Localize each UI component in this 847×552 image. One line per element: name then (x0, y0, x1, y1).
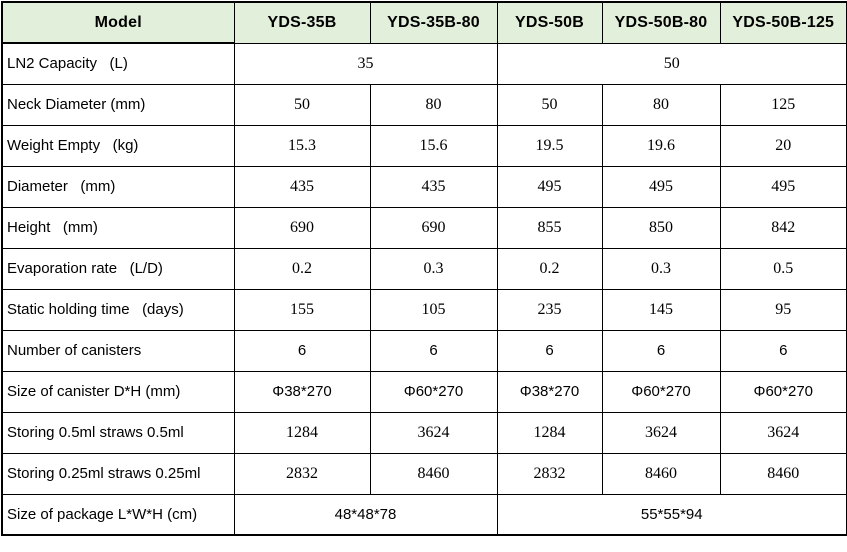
header-cell-yds-50b-125: YDS-50B-125 (719, 1, 847, 44)
value-cell: 145 (601, 288, 721, 331)
value-cell: 80 (601, 83, 721, 126)
table-row: Evaporation rate (L/D) 0.2 0.3 0.2 0.3 0.5 (1, 247, 847, 290)
row-label: Static holding time (days) (1, 288, 235, 331)
header-cell-yds-50b-80: YDS-50B-80 (601, 1, 721, 44)
spec-table: Model YDS-35B YDS-35B-80 YDS-50B YDS-50B-80 Y… (1, 1, 847, 536)
value-cell: 690 (369, 206, 498, 249)
value-cell: Φ38*270 (233, 370, 371, 413)
value-cell: 855 (496, 206, 603, 249)
row-label: Storing 0.5ml straws 0.5ml (1, 411, 235, 454)
value-cell: 435 (369, 165, 498, 208)
value-cell: 3624 (719, 411, 847, 454)
value-cell: 125 (719, 83, 847, 126)
value-cell: 495 (601, 165, 721, 208)
value-cell: 0.3 (601, 247, 721, 290)
header-row: Model YDS-35B YDS-35B-80 YDS-50B YDS-50B-80 Y… (1, 1, 847, 44)
value-cell: 95 (719, 288, 847, 331)
value-cell: Φ38*270 (496, 370, 603, 413)
table-row: Storing 0.25ml straws 0.25ml 2832 8460 2832… (1, 452, 847, 495)
row-label: Neck Diameter (mm) (1, 83, 235, 126)
table-body: LN2 Capacity (L) 35 50 Neck Diameter (mm) 50… (1, 42, 847, 536)
value-cell: 20 (719, 124, 847, 167)
row-label: Diameter (mm) (1, 165, 235, 208)
value-cell: 50 (496, 42, 847, 85)
value-cell: 2832 (496, 452, 603, 495)
value-cell: 435 (233, 165, 371, 208)
value-cell: 3624 (369, 411, 498, 454)
row-label: Height (mm) (1, 206, 235, 249)
value-cell: 8460 (369, 452, 498, 495)
row-label: Size of canister D*H (mm) (1, 370, 235, 413)
table-row: Size of canister D*H (mm) Φ38*270 Φ60*270 Φ… (1, 370, 847, 413)
value-cell: Φ60*270 (369, 370, 498, 413)
value-cell: 8460 (601, 452, 721, 495)
value-cell: 0.3 (369, 247, 498, 290)
table-row: Weight Empty (kg) 15.3 15.6 19.5 19.6 20 (1, 124, 847, 167)
value-cell: 842 (719, 206, 847, 249)
row-label: Number of canisters (1, 329, 235, 372)
value-cell: 105 (369, 288, 498, 331)
value-cell: Φ60*270 (601, 370, 721, 413)
value-cell: 0.5 (719, 247, 847, 290)
value-cell: 235 (496, 288, 603, 331)
row-label: Storing 0.25ml straws 0.25ml (1, 452, 235, 495)
value-cell: 15.6 (369, 124, 498, 167)
table-row: Size of package L*W*H (cm) 48*48*78 55*55*… (1, 493, 847, 536)
value-cell: Φ60*270 (719, 370, 847, 413)
header-cell-yds-35b-80: YDS-35B-80 (369, 1, 498, 44)
row-label: Size of package L*W*H (cm) (1, 493, 235, 536)
table-row: Neck Diameter (mm) 50 80 50 80 125 (1, 83, 847, 126)
value-cell: 1284 (233, 411, 371, 454)
row-label: Evaporation rate (L/D) (1, 247, 235, 290)
value-cell: 80 (369, 83, 498, 126)
value-cell: 2832 (233, 452, 371, 495)
header-cell-yds-50b: YDS-50B (496, 1, 603, 44)
row-label: Weight Empty (kg) (1, 124, 235, 167)
value-cell: 495 (496, 165, 603, 208)
value-cell: 48*48*78 (233, 493, 498, 536)
value-cell: 50 (233, 83, 371, 126)
value-cell: 1284 (496, 411, 603, 454)
value-cell: 0.2 (233, 247, 371, 290)
table-row: Height (mm) 690 690 855 850 842 (1, 206, 847, 249)
value-cell: 6 (601, 329, 721, 372)
table-row: Static holding time (days) 155 105 235 145 95 (1, 288, 847, 331)
value-cell: 19.5 (496, 124, 603, 167)
value-cell: 6 (233, 329, 371, 372)
value-cell: 35 (233, 42, 498, 85)
value-cell: 6 (496, 329, 603, 372)
table-row: Number of canisters 6 6 6 6 6 (1, 329, 847, 372)
value-cell: 690 (233, 206, 371, 249)
value-cell: 3624 (601, 411, 721, 454)
value-cell: 50 (496, 83, 603, 126)
value-cell: 19.6 (601, 124, 721, 167)
value-cell: 850 (601, 206, 721, 249)
value-cell: 8460 (719, 452, 847, 495)
header-cell-model: Model (1, 1, 235, 44)
table-row: LN2 Capacity (L) 35 50 (1, 42, 847, 85)
value-cell: 6 (719, 329, 847, 372)
value-cell: 155 (233, 288, 371, 331)
value-cell: 6 (369, 329, 498, 372)
value-cell: 55*55*94 (496, 493, 847, 536)
value-cell: 15.3 (233, 124, 371, 167)
row-label: LN2 Capacity (L) (1, 42, 235, 85)
table-row: Diameter (mm) 435 435 495 495 495 (1, 165, 847, 208)
value-cell: 495 (719, 165, 847, 208)
page: Model YDS-35B YDS-35B-80 YDS-50B YDS-50B-80 Y… (1, 1, 847, 536)
value-cell: 0.2 (496, 247, 603, 290)
header-cell-yds-35b: YDS-35B (233, 1, 371, 44)
table-row: Storing 0.5ml straws 0.5ml 1284 3624 1284 36… (1, 411, 847, 454)
